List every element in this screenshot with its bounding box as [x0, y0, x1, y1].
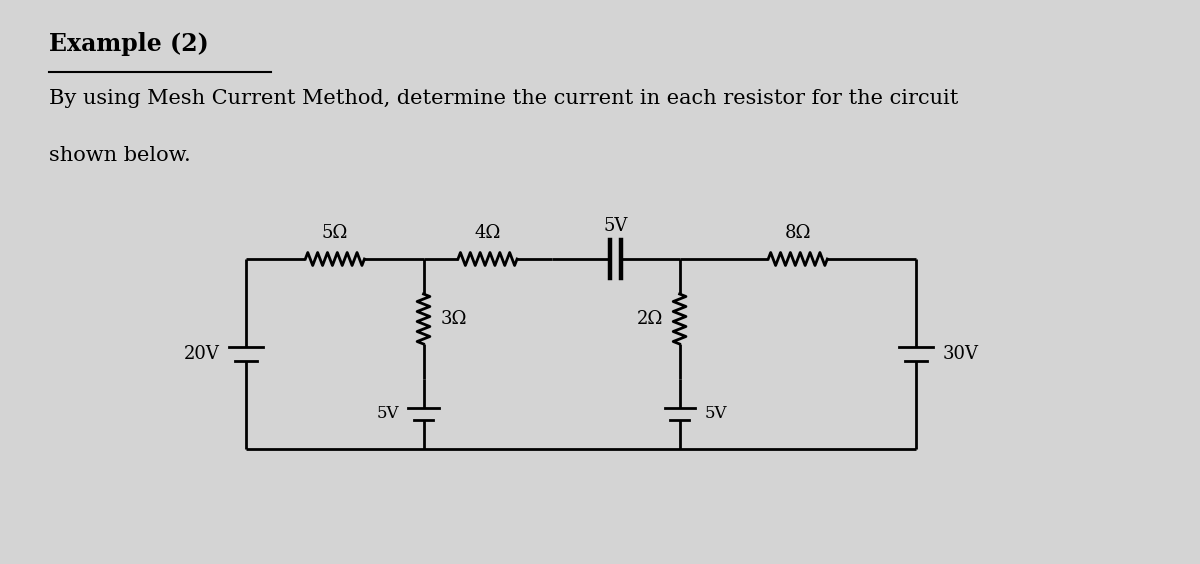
Text: 8Ω: 8Ω	[785, 224, 811, 242]
Text: By using Mesh Current Method, determine the current in each resistor for the cir: By using Mesh Current Method, determine …	[49, 89, 959, 108]
Text: 3Ω: 3Ω	[440, 310, 467, 328]
Text: 5Ω: 5Ω	[322, 224, 348, 242]
Text: Example (2): Example (2)	[49, 32, 209, 56]
Text: 5V: 5V	[377, 406, 398, 422]
Text: 20V: 20V	[184, 345, 220, 363]
Text: 2Ω: 2Ω	[636, 310, 662, 328]
Text: 4Ω: 4Ω	[474, 224, 500, 242]
Text: 30V: 30V	[942, 345, 978, 363]
Text: 5V: 5V	[604, 217, 628, 235]
Text: shown below.: shown below.	[49, 146, 191, 165]
Text: 5V: 5V	[704, 406, 727, 422]
